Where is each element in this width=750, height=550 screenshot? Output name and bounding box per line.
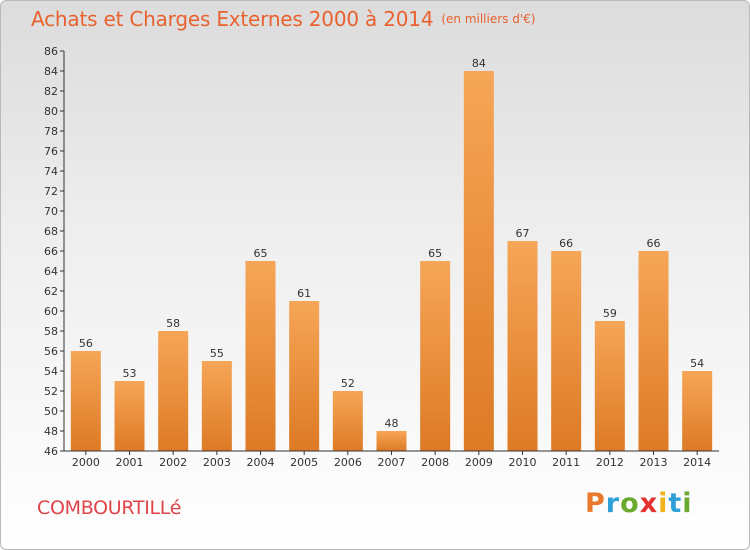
bar bbox=[594, 321, 625, 451]
y-tick-label: 86 bbox=[44, 45, 58, 58]
chart-title-block: Achats et Charges Externes 2000 à 2014 (e… bbox=[31, 7, 535, 31]
x-tick-label: 2002 bbox=[159, 456, 187, 469]
y-tick-label: 78 bbox=[44, 125, 58, 138]
logo-letter: x bbox=[639, 488, 659, 519]
x-tick-label: 2014 bbox=[683, 456, 711, 469]
x-axis: 2000 2001 2002 2003 2004 2005 2006 2007 2008 2009… bbox=[64, 450, 719, 469]
y-tick-label: 68 bbox=[44, 225, 58, 238]
bar-value-label: 53 bbox=[123, 367, 137, 380]
y-tick-label: 46 bbox=[44, 445, 58, 458]
y-tick-label: 72 bbox=[44, 185, 58, 198]
bar bbox=[289, 301, 320, 451]
bar bbox=[420, 261, 451, 451]
x-tick-label: 2009 bbox=[465, 456, 493, 469]
proxiti-logo[interactable]: Proxiti bbox=[585, 488, 693, 519]
bar-value-label: 56 bbox=[79, 337, 93, 350]
bar-value-label: 84 bbox=[472, 57, 486, 70]
y-tick-label: 76 bbox=[44, 145, 58, 158]
y-tick-label: 54 bbox=[44, 365, 58, 378]
bar bbox=[158, 331, 189, 451]
y-tick-label: 74 bbox=[44, 165, 58, 178]
bar-value-label: 61 bbox=[297, 287, 311, 300]
bar-value-label: 59 bbox=[603, 307, 617, 320]
x-tick-label: 2001 bbox=[116, 456, 144, 469]
logo-letter: i bbox=[658, 488, 669, 519]
bar-value-label: 66 bbox=[559, 237, 573, 250]
bars: 56 53 58 55 65 61 52 48 65 84 67 66 59 66 54 bbox=[70, 57, 713, 451]
x-tick-label: 2008 bbox=[421, 456, 449, 469]
y-tick-label: 70 bbox=[44, 205, 58, 218]
x-tick-label: 2007 bbox=[378, 456, 406, 469]
x-tick-label: 2010 bbox=[509, 456, 537, 469]
bar-value-label: 65 bbox=[428, 247, 442, 260]
bar-value-label: 55 bbox=[210, 347, 224, 360]
bar bbox=[463, 71, 494, 451]
y-tick-label: 58 bbox=[44, 325, 58, 338]
x-tick-label: 2000 bbox=[72, 456, 100, 469]
bar-value-label: 65 bbox=[254, 247, 268, 260]
bar bbox=[507, 241, 538, 451]
y-tick-label: 64 bbox=[44, 265, 58, 278]
x-tick-label: 2003 bbox=[203, 456, 231, 469]
y-tick-label: 82 bbox=[44, 85, 58, 98]
y-tick-label: 66 bbox=[44, 245, 58, 258]
y-tick-label: 48 bbox=[44, 425, 58, 438]
bar bbox=[332, 391, 363, 451]
x-tick-label: 2012 bbox=[596, 456, 624, 469]
x-tick-label: 2006 bbox=[334, 456, 362, 469]
x-tick-label: 2011 bbox=[552, 456, 580, 469]
bar bbox=[551, 251, 582, 451]
y-tick-label: 84 bbox=[44, 65, 58, 78]
y-tick-label: 50 bbox=[44, 405, 58, 418]
x-tick-label: 2013 bbox=[640, 456, 668, 469]
bar bbox=[114, 381, 145, 451]
bar bbox=[638, 251, 669, 451]
bar-value-label: 52 bbox=[341, 377, 355, 390]
chart-title: Achats et Charges Externes 2000 à 2014 bbox=[31, 7, 434, 31]
bar bbox=[682, 371, 713, 451]
y-tick-label: 52 bbox=[44, 385, 58, 398]
bar bbox=[245, 261, 276, 451]
bar-value-label: 48 bbox=[385, 417, 399, 430]
logo-letter: P bbox=[585, 488, 606, 519]
logo-letter: r bbox=[605, 488, 621, 519]
x-tick-label: 2004 bbox=[247, 456, 275, 469]
y-axis: 46 48 50 52 54 56 58 60 62 64 66 68 70 72 74 76 78 80 82 84… bbox=[44, 45, 65, 458]
y-tick-label: 80 bbox=[44, 105, 58, 118]
x-tick-label: 2005 bbox=[290, 456, 318, 469]
chart-subtitle: (en milliers d'€) bbox=[441, 12, 536, 26]
bar bbox=[376, 431, 407, 451]
logo-letter: t bbox=[668, 488, 683, 519]
bar-value-label: 66 bbox=[647, 237, 661, 250]
logo-letter: i bbox=[682, 488, 693, 519]
logo-letter: o bbox=[620, 488, 640, 519]
y-tick-label: 60 bbox=[44, 305, 58, 318]
bar bbox=[201, 361, 232, 451]
y-tick-label: 62 bbox=[44, 285, 58, 298]
bar-value-label: 58 bbox=[166, 317, 180, 330]
commune-name: COMBOURTILLé bbox=[37, 497, 182, 519]
bar-value-label: 67 bbox=[516, 227, 530, 240]
y-tick-label: 56 bbox=[44, 345, 58, 358]
bar bbox=[70, 351, 101, 451]
bar-value-label: 54 bbox=[690, 357, 704, 370]
